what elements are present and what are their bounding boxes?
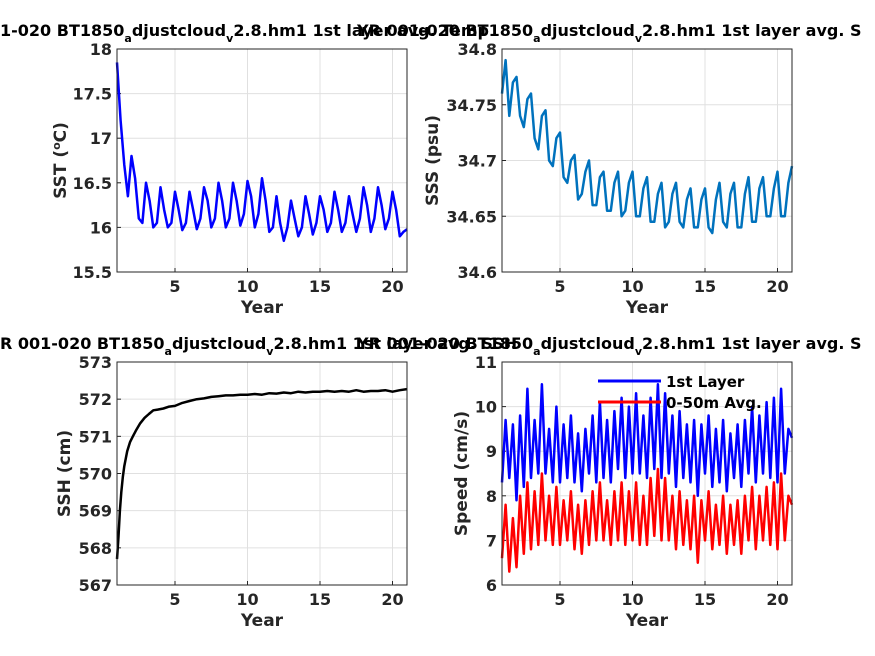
y-axis-label: Speed (cm/s) [452, 411, 472, 536]
subplot-1: 1-020 BT1850adjustcloudv2.8.hm1 1st laye… [0, 21, 489, 318]
x-tick-label: 15 [309, 277, 331, 296]
x-tick-label: 10 [236, 277, 258, 296]
x-tick-label: 20 [381, 277, 403, 296]
x-tick-label: 20 [766, 590, 788, 609]
x-tick-label: 5 [554, 277, 565, 296]
y-tick-label: 568 [79, 539, 112, 558]
series-line-1 [115, 62, 408, 243]
series-line-1 [500, 58, 794, 235]
subplot-3: R 001-020 BT1850adjustcloudv2.8.hm1 1st … [0, 334, 517, 631]
series-line-1 [500, 383, 794, 502]
y-tick-label: 573 [79, 353, 112, 372]
y-tick-label: 7 [486, 531, 497, 550]
x-tick-label: 15 [694, 277, 716, 296]
axes-frame [501, 48, 793, 273]
subplot-2: YR 001-020 BT1850adjustcloudv2.8.hm1 1st… [356, 21, 862, 318]
y-tick-label: 9 [486, 442, 497, 461]
axes-frame [116, 48, 408, 273]
subplot-2-title: YR 001-020 BT1850adjustcloudv2.8.hm1 1st… [356, 21, 862, 45]
subplot-4-title: YR 001-020 BT1850adjustcloudv2.8.hm1 1st… [356, 334, 862, 358]
y-axis-label: SSH (cm) [55, 430, 75, 517]
subplot-4: YR 001-020 BT1850adjustcloudv2.8.hm1 1st… [356, 334, 862, 631]
x-tick-label: 10 [236, 590, 258, 609]
x-tick-label: 15 [694, 590, 716, 609]
x-tick-label: 20 [766, 277, 788, 296]
y-tick-label: 569 [79, 502, 112, 521]
y-tick-label: 11 [475, 353, 497, 372]
y-axis-label: SST (oC) [50, 122, 71, 199]
x-axis-label: Year [240, 611, 284, 631]
axes-frame [116, 361, 408, 586]
legend-entry: 0-50m Avg. [666, 394, 762, 412]
axes-frame [501, 361, 793, 586]
x-tick-label: 20 [381, 590, 403, 609]
y-tick-label: 34.8 [458, 40, 497, 59]
x-tick-label: 10 [621, 590, 643, 609]
legend: 1st Layer 0-50m Avg. [598, 373, 762, 412]
plot-area [117, 49, 407, 272]
y-tick-label: 34.6 [458, 263, 497, 282]
x-tick-label: 5 [169, 590, 180, 609]
y-tick-label: 10 [475, 398, 497, 417]
y-tick-label: 17 [90, 129, 112, 148]
series-line-2 [500, 467, 794, 573]
y-tick-label: 18 [90, 40, 112, 59]
y-tick-label: 16.5 [73, 174, 112, 193]
y-tick-label: 6 [486, 576, 497, 595]
y-tick-label: 16 [90, 218, 112, 237]
y-tick-label: 571 [79, 427, 112, 446]
subplot-1-title: 1-020 BT1850adjustcloudv2.8.hm1 1st laye… [0, 21, 489, 45]
y-tick-label: 34.65 [446, 207, 497, 226]
y-tick-label: 8 [486, 487, 497, 506]
x-tick-label: 5 [554, 590, 565, 609]
y-axis-label: SSS (psu) [423, 115, 443, 206]
x-axis-label: Year [240, 298, 284, 318]
subplot-3-title: R 001-020 BT1850adjustcloudv2.8.hm1 1st … [0, 334, 517, 358]
y-tick-label: 572 [79, 390, 112, 409]
legend-entry: 1st Layer [666, 373, 745, 391]
y-tick-label: 570 [79, 465, 112, 484]
x-tick-label: 15 [309, 590, 331, 609]
x-axis-label: Year [625, 611, 669, 631]
y-tick-label: 17.5 [73, 85, 112, 104]
y-tick-label: 567 [79, 576, 112, 595]
series-line-1 [115, 387, 408, 560]
x-axis-label: Year [625, 298, 669, 318]
x-tick-label: 10 [621, 277, 643, 296]
y-tick-label: 15.5 [73, 263, 112, 282]
x-tick-label: 5 [169, 277, 180, 296]
y-tick-label: 34.75 [446, 96, 497, 115]
y-tick-label: 34.7 [458, 152, 497, 171]
